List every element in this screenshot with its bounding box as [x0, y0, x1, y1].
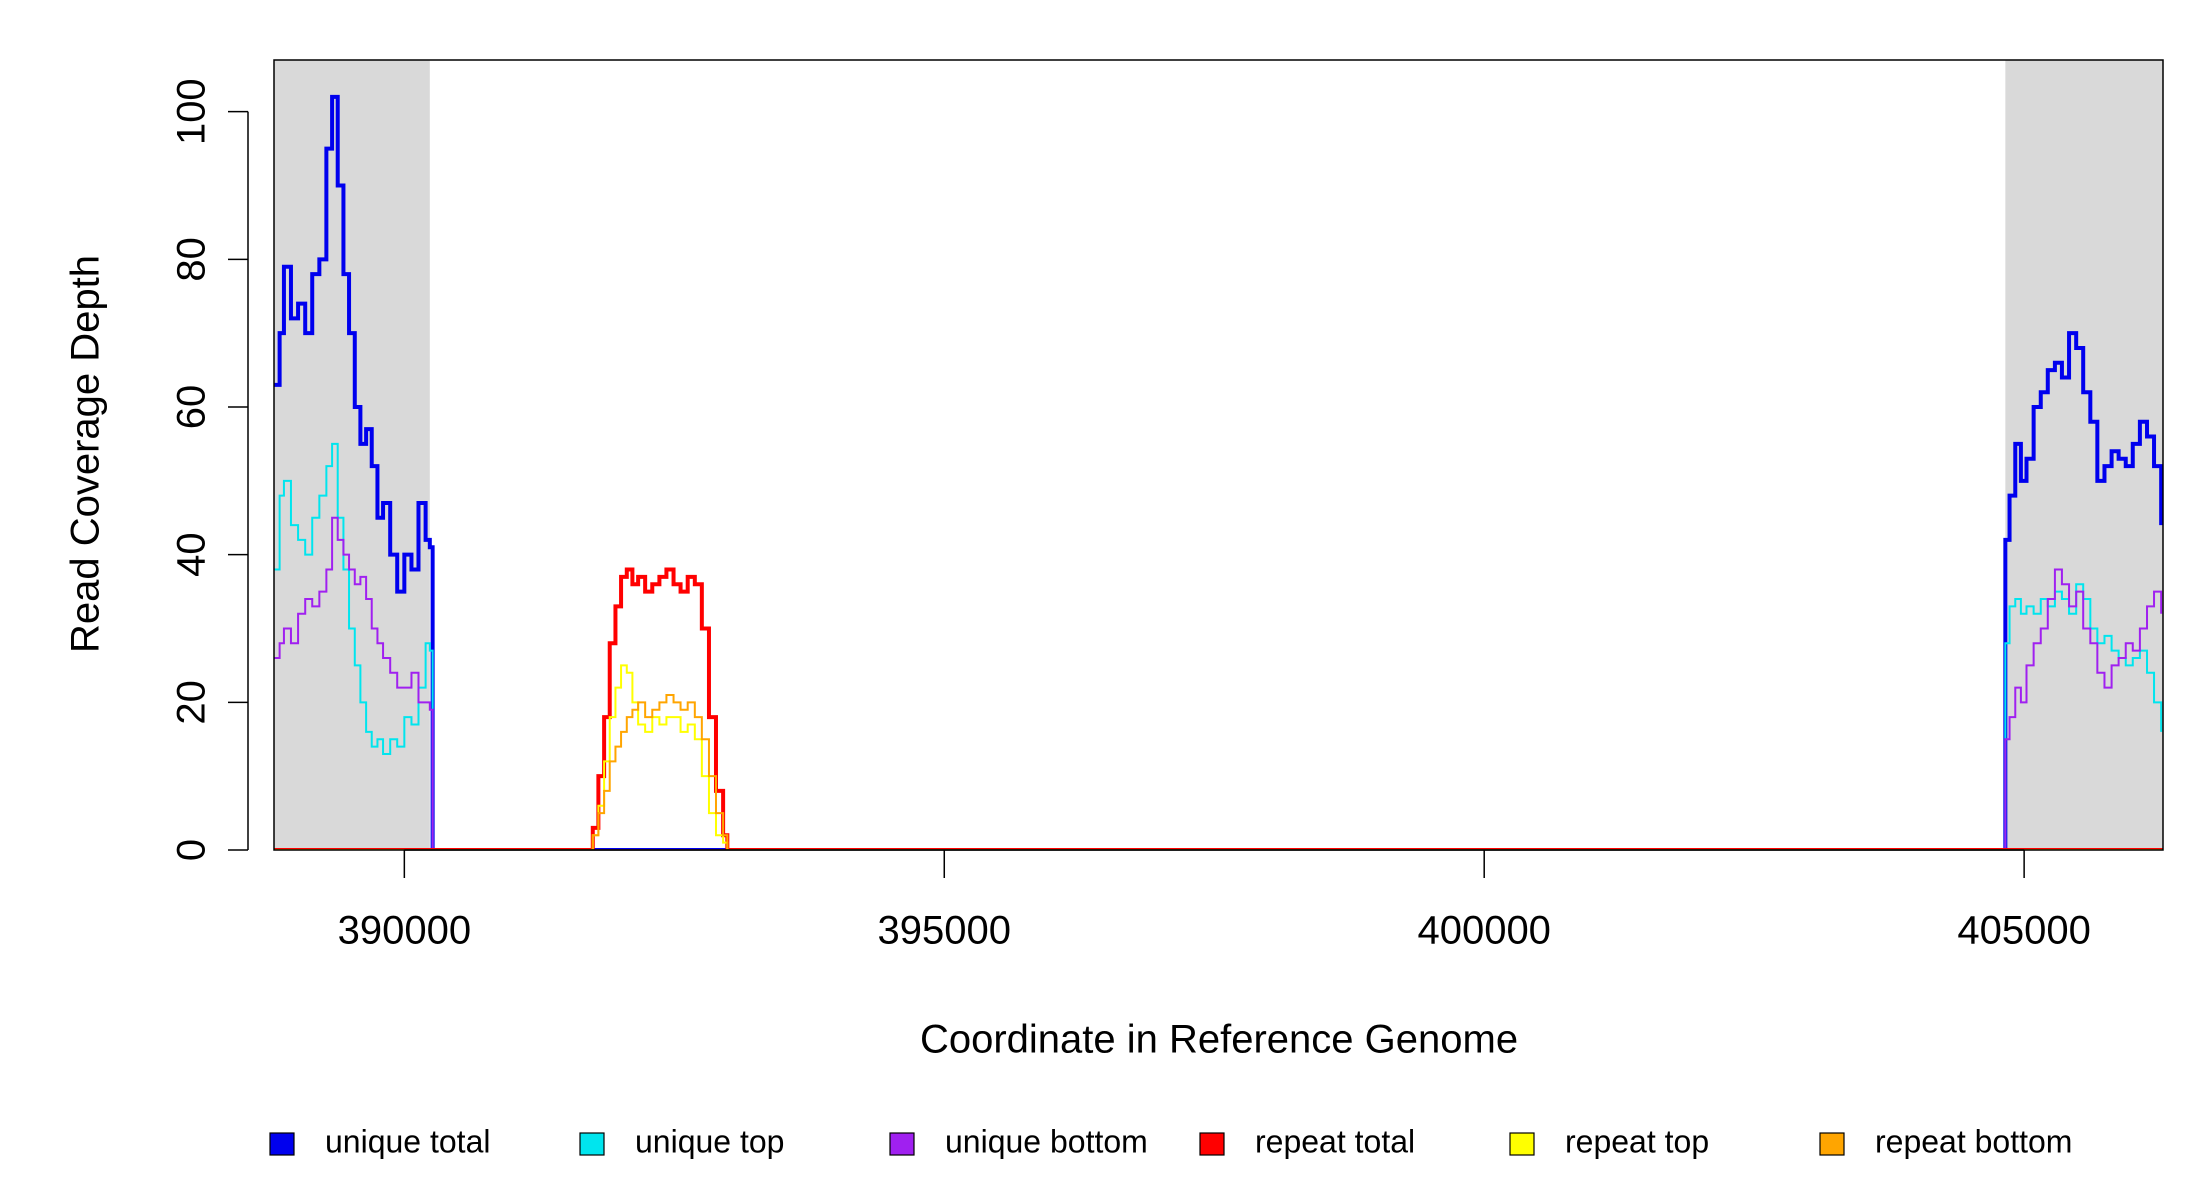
- coverage-line: [274, 94, 2163, 850]
- x-tick-label: 400000: [1417, 909, 1550, 953]
- shaded-region: [274, 60, 430, 850]
- y-tick-label: 60: [170, 385, 214, 430]
- coverage-line: [274, 693, 2163, 850]
- y-tick-label: 20: [170, 680, 214, 725]
- x-tick-label: 405000: [1957, 909, 2090, 953]
- coverage-line: [274, 567, 2163, 850]
- legend-swatch: [269, 1132, 295, 1156]
- legend-label: unique total: [325, 1123, 490, 1159]
- y-tick-label: 100: [170, 78, 214, 145]
- x-tick-label: 390000: [338, 909, 471, 953]
- coverage-line: [274, 516, 2163, 850]
- y-tick-label: 40: [170, 532, 214, 577]
- legend-label: unique bottom: [945, 1123, 1148, 1159]
- legend-swatch: [1819, 1132, 1845, 1156]
- shaded-regions: [274, 60, 2163, 850]
- legend-label: repeat bottom: [1875, 1123, 2072, 1159]
- x-axis-title: Coordinate in Reference Genome: [920, 1018, 1518, 1062]
- legend-swatch: [579, 1132, 605, 1156]
- legend-swatch: [1199, 1132, 1225, 1156]
- legend-label: unique top: [635, 1123, 784, 1159]
- plot-frame: [273, 59, 2164, 851]
- legend-label: repeat total: [1255, 1123, 1415, 1159]
- plot-lines: [274, 94, 2163, 850]
- y-axis-title: Read Coverage Depth: [64, 255, 108, 653]
- y-tick-label: 0: [170, 839, 214, 861]
- x-tick-label: 395000: [878, 909, 1011, 953]
- legend-swatch: [1509, 1132, 1535, 1156]
- y-tick-label: 80: [170, 237, 214, 282]
- shaded-region: [2005, 60, 2163, 850]
- coverage-line: [274, 442, 2163, 850]
- legend: unique total unique top unique bottom repea…: [269, 1123, 2072, 1159]
- legend-label: repeat top: [1565, 1123, 1709, 1159]
- coverage-line: [274, 664, 2163, 850]
- legend-swatch: [889, 1132, 915, 1156]
- axes: 0 20 40 60 80 100 390000 395000 400000 405000: [170, 78, 2091, 952]
